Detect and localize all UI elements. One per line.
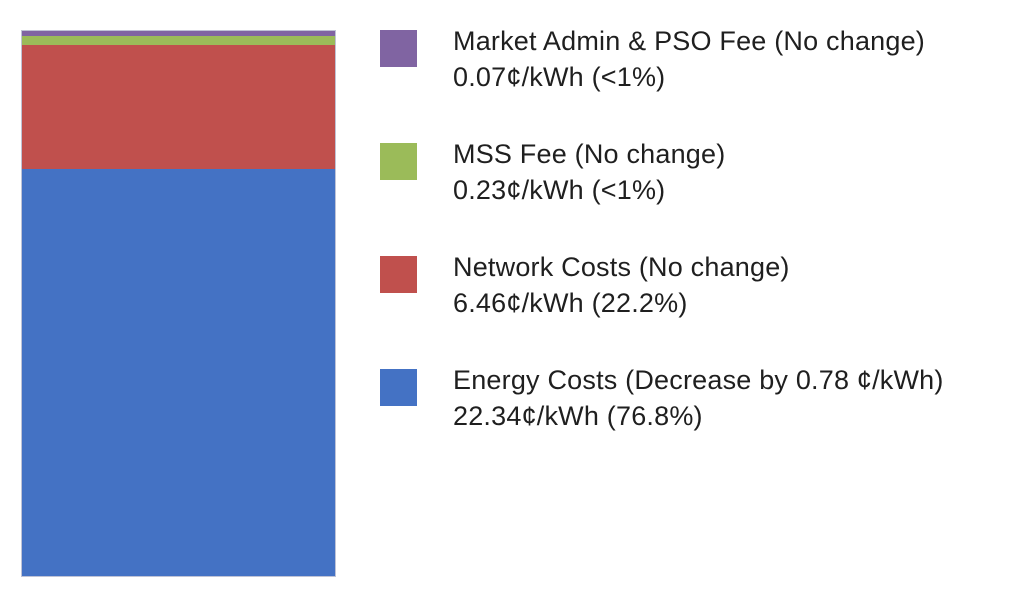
legend-label-value: 22.34¢/kWh (76.8%)	[453, 401, 703, 431]
legend-swatch-icon	[380, 256, 417, 293]
legend-label: Network Costs (No change) 6.46¢/kWh (22.…	[453, 249, 790, 321]
legend-item-energy-costs: Energy Costs (Decrease by 0.78 ¢/kWh) 22…	[380, 365, 1000, 441]
legend-label-name: Market Admin & PSO Fee (No change)	[453, 26, 925, 56]
bar-segment-market-admin-pso-fee	[22, 31, 335, 36]
legend-item-network-costs: Network Costs (No change) 6.46¢/kWh (22.…	[380, 252, 1000, 328]
legend-label-name: Network Costs (No change)	[453, 252, 790, 282]
stacked-bar-chart	[21, 30, 336, 577]
legend-label-name: MSS Fee (No change)	[453, 139, 726, 169]
legend-swatch-icon	[380, 369, 417, 406]
legend-item-market-admin-pso-fee: Market Admin & PSO Fee (No change) 0.07¢…	[380, 26, 1000, 102]
legend-label-value: 0.07¢/kWh (<1%)	[453, 62, 666, 92]
legend-label: Energy Costs (Decrease by 0.78 ¢/kWh) 22…	[453, 362, 944, 434]
legend-label-name: Energy Costs (Decrease by 0.78 ¢/kWh)	[453, 365, 944, 395]
bar-segment-mss-fee	[22, 36, 335, 45]
legend-label-value: 6.46¢/kWh (22.2%)	[453, 288, 688, 318]
legend-label: MSS Fee (No change) 0.23¢/kWh (<1%)	[453, 136, 725, 208]
bar-segment-energy-costs	[22, 168, 335, 576]
legend-swatch-icon	[380, 30, 417, 67]
bar-segment-network-costs	[22, 44, 335, 169]
legend-label-value: 0.23¢/kWh (<1%)	[453, 175, 666, 205]
legend-swatch-icon	[380, 143, 417, 180]
legend-item-mss-fee: MSS Fee (No change) 0.23¢/kWh (<1%)	[380, 139, 1000, 215]
legend-label: Market Admin & PSO Fee (No change) 0.07¢…	[453, 23, 925, 95]
chart-legend: Market Admin & PSO Fee (No change) 0.07¢…	[380, 26, 1000, 482]
